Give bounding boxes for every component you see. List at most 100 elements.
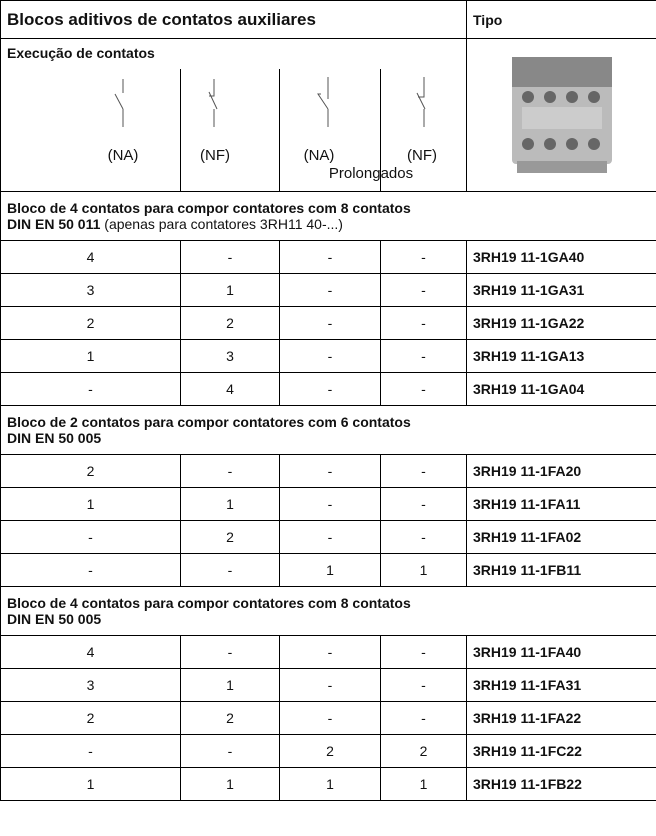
title: Blocos aditivos de contatos auxiliares (0, 0, 467, 39)
contact-count: - (279, 668, 381, 702)
contact-count: 1 (180, 767, 280, 801)
contact-count: - (279, 454, 381, 488)
section-title: Bloco de 4 contatos para compor contator… (7, 595, 411, 611)
type-code: 3RH19 11-1GA13 (466, 339, 656, 373)
section-row: Bloco de 2 contatos para compor contator… (0, 405, 656, 455)
data-row: - -1 1 3RH19 11-1FB11 (0, 553, 656, 587)
contact-count: 2 (0, 306, 181, 340)
section-title: Bloco de 4 contatos para compor contator… (7, 200, 411, 216)
type-label: Tipo (466, 0, 656, 39)
contact-label: (NA) (303, 147, 335, 164)
section-standard: DIN EN 50 005 (7, 430, 102, 446)
contact-count: - (380, 339, 467, 373)
contact-count: - (0, 734, 181, 768)
contact-count: - (279, 701, 381, 735)
contact-count: - (279, 487, 381, 521)
divider (180, 69, 181, 191)
contact-count: - (0, 372, 181, 406)
contact-count: 1 (0, 339, 181, 373)
contact-count: 4 (0, 635, 181, 669)
contact-count: - (380, 454, 467, 488)
contact-count: - (380, 306, 467, 340)
data-row: 4- - -3RH19 11-1FA40 (0, 635, 656, 669)
type-code: 3RH19 11-1FA31 (466, 668, 656, 702)
data-row: 1 1- -3RH19 11-1FA11 (0, 487, 656, 521)
execution-box: Execução de contatos (NA) (NF) (NA) (NF)… (1, 39, 466, 191)
contact-count: 1 (180, 273, 280, 307)
data-row: 1 3- -3RH19 11-1GA13 (0, 339, 656, 373)
data-row: 4- - -3RH19 11-1GA40 (0, 240, 656, 274)
contact-count: - (279, 339, 381, 373)
contact-count: - (380, 273, 467, 307)
contact-count: - (380, 520, 467, 554)
type-code: 3RH19 11-1FA11 (466, 487, 656, 521)
header-row: Blocos aditivos de contatos auxiliares T… (0, 0, 656, 39)
contact-count: - (380, 372, 467, 406)
contact-count: 3 (0, 668, 181, 702)
contact-label: (NF) (407, 147, 437, 164)
data-row: 2- - -3RH19 11-1FA20 (0, 454, 656, 488)
type-code: 3RH19 11-1FA02 (466, 520, 656, 554)
type-code: 3RH19 11-1GA31 (466, 273, 656, 307)
data-row: -4- -3RH19 11-1GA04 (0, 372, 656, 406)
section-heading: Bloco de 4 contatos para compor contator… (0, 191, 656, 241)
contact-count: 2 (279, 734, 381, 768)
data-row: 2 2- -3RH19 11-1FA22 (0, 701, 656, 735)
table: Blocos aditivos de contatos auxiliares T… (0, 0, 656, 801)
contact-count: 1 (279, 767, 381, 801)
data-row: -2- -3RH19 11-1FA02 (0, 520, 656, 554)
contact-count: 2 (180, 520, 280, 554)
execution-title: Execução de contatos (7, 45, 155, 61)
execution-row: Execução de contatos (NA) (NF) (NA) (NF)… (0, 38, 656, 192)
contact-count: - (180, 635, 280, 669)
note: Prolongados (328, 165, 414, 182)
contact-count: - (279, 372, 381, 406)
type-code: 3RH19 11-1FA20 (466, 454, 656, 488)
section-row: Bloco de 4 contatos para compor contator… (0, 586, 656, 636)
type-code: 3RH19 11-1FB22 (466, 767, 656, 801)
divider (380, 69, 381, 191)
type-code: 3RH19 11-1FC22 (466, 734, 656, 768)
contact-count: - (279, 520, 381, 554)
contact-count: 4 (180, 372, 280, 406)
contact-count: 3 (180, 339, 280, 373)
table-body: Blocos aditivos de contatos auxiliares T… (0, 0, 656, 801)
data-row: 1 1 1 1 3RH19 11-1FB22 (0, 767, 656, 801)
contact-count: - (380, 240, 467, 274)
contact-count: - (279, 635, 381, 669)
contact-count: 2 (180, 701, 280, 735)
type-code: 3RH19 11-1GA22 (466, 306, 656, 340)
contact-count: - (380, 635, 467, 669)
contact-count: - (279, 273, 381, 307)
contact-symbols (114, 77, 426, 127)
contact-count: 2 (380, 734, 467, 768)
contact-count: - (0, 553, 181, 587)
contact-count: 1 (0, 487, 181, 521)
contact-count: - (180, 240, 280, 274)
section-heading: Bloco de 4 contatos para compor contator… (0, 586, 656, 636)
contact-count: - (380, 701, 467, 735)
data-row: 3 1- -3RH19 11-1FA31 (0, 668, 656, 702)
type-code: 3RH19 11-1FA22 (466, 701, 656, 735)
type-code: 3RH19 11-1FA40 (466, 635, 656, 669)
contact-count: - (380, 487, 467, 521)
contact-count: 2 (0, 701, 181, 735)
contact-count: - (279, 306, 381, 340)
type-code: 3RH19 11-1GA04 (466, 372, 656, 406)
contact-count: 1 (380, 767, 467, 801)
contact-count: 1 (279, 553, 381, 587)
contact-count: - (180, 454, 280, 488)
contact-label: (NA) (107, 147, 139, 164)
section-row: Bloco de 4 contatos para compor contator… (0, 191, 656, 241)
contact-count: 1 (380, 553, 467, 587)
type-code: 3RH19 11-1FB11 (466, 553, 656, 587)
section-standard: DIN EN 50 011 (7, 216, 101, 232)
contact-count: 2 (180, 306, 280, 340)
type-code: 3RH19 11-1GA40 (466, 240, 656, 274)
contact-label: (NF) (200, 147, 230, 164)
data-row: - -2 2 3RH19 11-1FC22 (0, 734, 656, 768)
contact-count: - (279, 240, 381, 274)
data-row: 3 1- -3RH19 11-1GA31 (0, 273, 656, 307)
execution-cell: Execução de contatos (NA) (NF) (NA) (NF)… (0, 38, 467, 192)
